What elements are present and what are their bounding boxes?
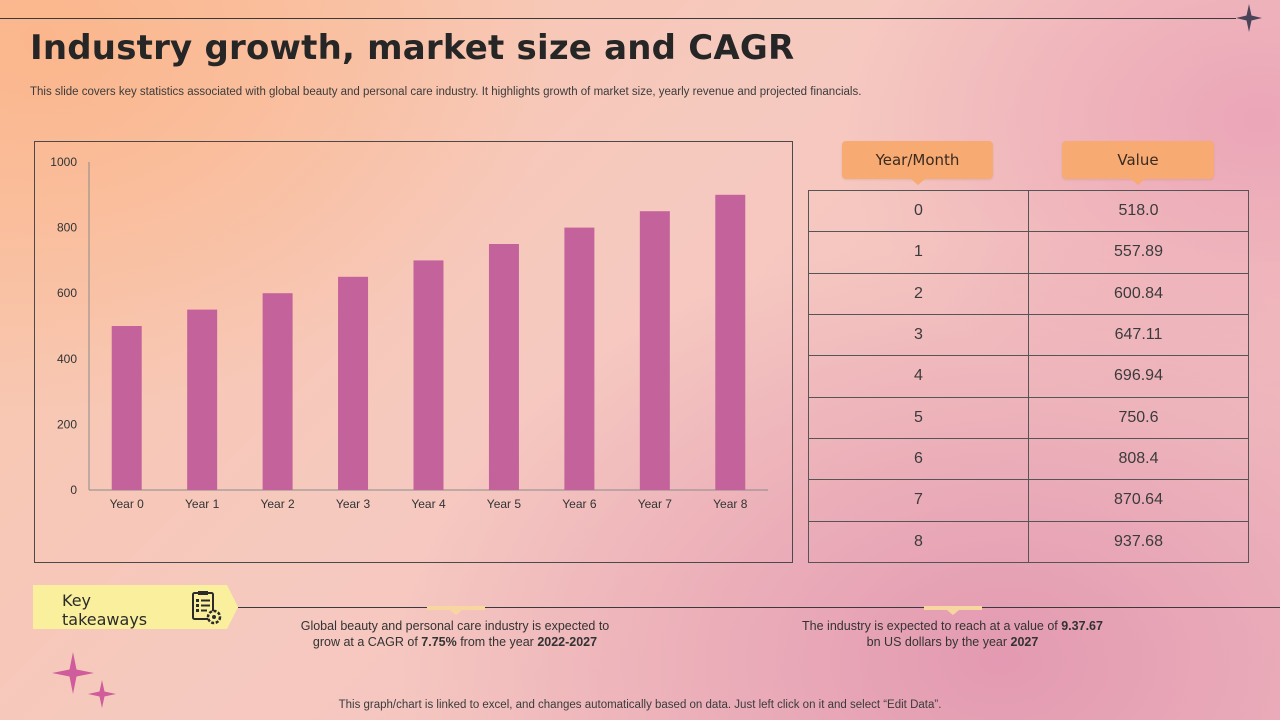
- bar: [111, 326, 142, 490]
- y-tick-label: 600: [57, 286, 77, 300]
- year-cell: 3: [808, 313, 1029, 357]
- bar: [338, 276, 369, 490]
- cagr-value: 7.75%: [421, 635, 457, 649]
- bar: [564, 227, 595, 490]
- footer-note: This graph/chart is linked to excel, and…: [338, 699, 942, 711]
- year-cell: 0: [808, 189, 1029, 233]
- value-cell: 600.84: [1028, 272, 1249, 315]
- year-cell: 6: [808, 437, 1029, 481]
- cagr-period: 2022-2027: [537, 635, 598, 649]
- value-cell: 870.64: [1028, 479, 1249, 522]
- table-row: 2 600.84: [808, 272, 1249, 315]
- year-cell: 1: [808, 231, 1029, 274]
- table-row: 0 518.0: [808, 189, 1249, 233]
- takeaway-value-text: The industry is expected to reach at a v…: [802, 619, 1062, 633]
- sparkle-icon: [52, 652, 94, 694]
- table-row: 1 557.89: [808, 231, 1249, 274]
- top-divider-line: [0, 18, 1236, 19]
- x-tick-label: Year 3: [336, 497, 371, 511]
- checklist-gear-icon: [192, 591, 222, 625]
- key-takeaways-label: Key takeaways: [62, 591, 147, 629]
- table-row: 5 750.6: [808, 396, 1249, 439]
- year-cell: 5: [808, 396, 1029, 439]
- bar: [187, 309, 218, 490]
- x-tick-label: Year 8: [713, 497, 748, 511]
- table-row: 6 808.4: [808, 437, 1249, 481]
- value-cell: 937.68: [1028, 520, 1249, 564]
- y-tick-label: 1000: [50, 155, 77, 169]
- value-cell: 518.0: [1028, 189, 1249, 233]
- key-takeaways-banner: [33, 585, 238, 629]
- sparkle-icon: [1236, 4, 1262, 32]
- market-value-amount: 9.37.67: [1061, 619, 1103, 633]
- x-tick-label: Year 0: [110, 497, 145, 511]
- year-cell: 8: [808, 520, 1029, 564]
- x-tick-label: Year 2: [260, 497, 295, 511]
- table-row: 4 696.94: [808, 355, 1249, 398]
- table-header-value-label: Value: [1117, 151, 1159, 169]
- bar-chart-svg: 0 200 400 600 800 1000 Year 0 Year 1 Year 2 Year …: [50, 155, 768, 511]
- table-row: 7 870.64: [808, 479, 1249, 522]
- table-row: 3 647.11: [808, 313, 1249, 357]
- y-tick-label: 0: [70, 483, 77, 497]
- year-cell: 7: [808, 479, 1029, 522]
- x-tick-label: Year 7: [638, 497, 673, 511]
- takeaway-marker: [924, 606, 982, 615]
- bar: [262, 293, 293, 490]
- value-cell: 557.89: [1028, 231, 1249, 274]
- bar: [715, 194, 746, 491]
- data-table: 0 518.0 1 557.89 2 600.84 3 647.11 4 696.94 5…: [808, 189, 1249, 564]
- key-takeaways-label-line2: takeaways: [62, 610, 148, 629]
- x-tick-label: Year 4: [411, 497, 446, 511]
- takeaway-value-mid: bn US dollars by the year: [866, 635, 1011, 649]
- takeaway-cagr: Global beauty and personal care industry…: [300, 618, 610, 650]
- value-cell: 647.11: [1028, 313, 1249, 357]
- page-title: Industry growth, market size and CAGR: [30, 28, 795, 68]
- market-value-year: 2027: [1010, 635, 1039, 649]
- x-tick-label: Year 1: [185, 497, 220, 511]
- table-header-year-label: Year/Month: [875, 151, 960, 169]
- takeaway-marker: [427, 606, 485, 615]
- bar: [639, 211, 670, 490]
- value-cell: 696.94: [1028, 355, 1249, 398]
- takeaways-divider-line: [238, 607, 1280, 608]
- y-tick-label: 200: [57, 417, 77, 431]
- x-tick-label: Year 6: [562, 497, 597, 511]
- bar-chart[interactable]: 0 200 400 600 800 1000 Year 0 Year 1 Year 2 Year …: [34, 141, 793, 563]
- table-row: 8 937.68: [808, 520, 1249, 564]
- y-tick-label: 400: [57, 352, 77, 366]
- bar: [488, 244, 519, 490]
- takeaway-cagr-text: Global beauty and personal care industry…: [300, 619, 610, 649]
- year-cell: 2: [808, 272, 1029, 315]
- takeaway-market-value: The industry is expected to reach at a v…: [800, 618, 1105, 650]
- table-header-value: Value: [1062, 141, 1214, 185]
- takeaway-cagr-mid: from the year: [456, 635, 538, 649]
- year-cell: 4: [808, 355, 1029, 398]
- key-takeaways-label-line1: Key: [62, 591, 92, 610]
- sparkle-icon: [88, 680, 116, 708]
- bar: [413, 260, 444, 490]
- y-tick-label: 800: [57, 221, 77, 235]
- x-tick-label: Year 5: [487, 497, 522, 511]
- table-header-year: Year/Month: [842, 141, 993, 185]
- page-subtitle: This slide covers key statistics associa…: [30, 86, 862, 98]
- value-cell: 750.6: [1028, 396, 1249, 439]
- value-cell: 808.4: [1028, 437, 1249, 481]
